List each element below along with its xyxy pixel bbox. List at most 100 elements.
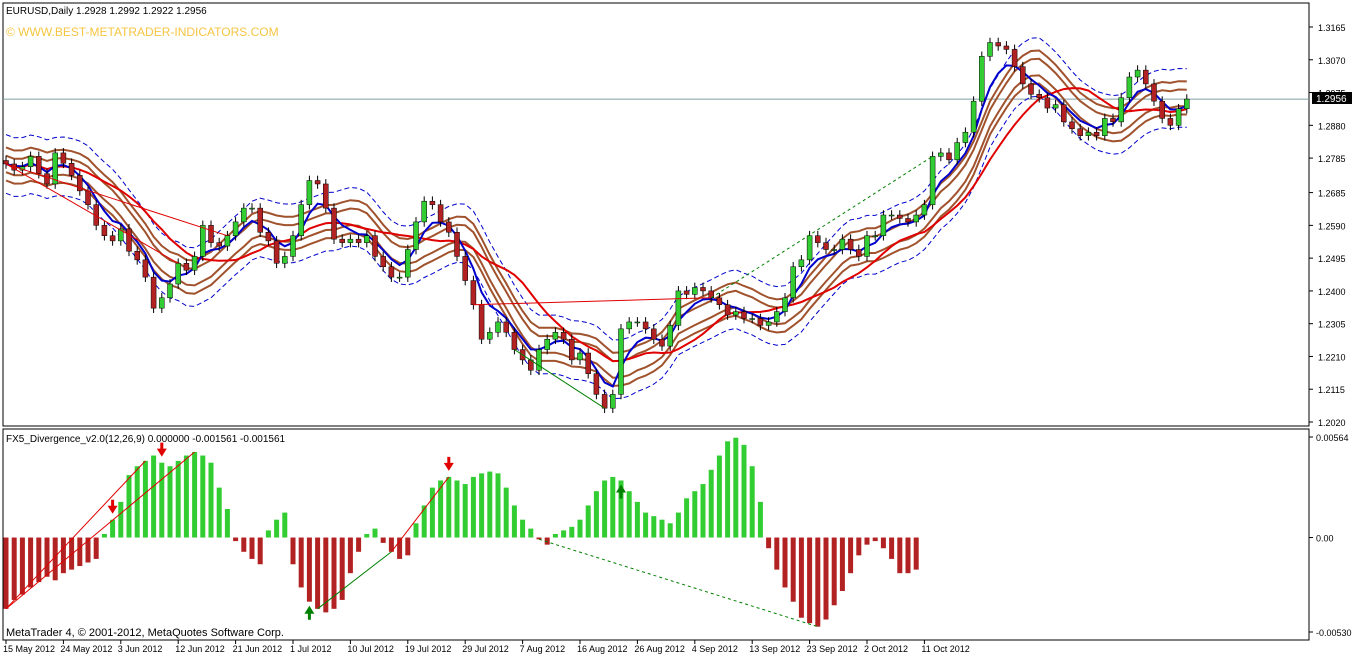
bull-candle	[167, 283, 173, 299]
bear-candle	[700, 287, 706, 292]
date-tick-label: 16 Aug 2012	[577, 644, 628, 654]
date-tick-label: 2 Oct 2012	[864, 644, 908, 654]
price-tick-label: 1.2020	[1318, 418, 1346, 428]
indicator-header: FX5_Divergence_v2.0(12,26,9) 0.000000 -0…	[6, 434, 286, 445]
histogram-bar	[864, 537, 870, 545]
bull-candle	[921, 204, 928, 216]
date-tick-label: 13 Sep 2012	[749, 644, 800, 654]
histogram-bar	[667, 523, 673, 538]
bear-candle	[142, 259, 149, 278]
histogram-bar	[274, 519, 280, 538]
histogram-bar	[282, 512, 288, 538]
indicator-panel	[3, 437, 919, 628]
histogram-bar	[405, 537, 411, 556]
histogram-bar	[807, 537, 813, 624]
date-tick-label: 7 Aug 2012	[520, 644, 566, 654]
bull-candle	[1052, 104, 1059, 109]
bull-candle	[298, 204, 304, 236]
bull-candle	[1134, 69, 1141, 78]
bear-candle	[36, 156, 42, 174]
indicator-divergence-line	[317, 551, 392, 610]
histogram-bar	[36, 537, 42, 583]
bull-candle	[749, 318, 755, 320]
current-price-tag	[1312, 92, 1352, 104]
price-tick-label: 1.2785	[1318, 154, 1346, 164]
bear-candle	[1028, 83, 1034, 95]
watermark-text: © WWW.BEST-METATRADER-INDICATORS.COM	[6, 25, 279, 39]
bull-candle	[421, 200, 427, 223]
bull-candle	[929, 156, 936, 205]
bull-candle	[118, 228, 124, 242]
bull-candle	[979, 56, 985, 102]
bear-candle	[585, 352, 591, 374]
date-tick-label: 24 May 2012	[60, 644, 112, 654]
histogram-bar	[167, 466, 173, 538]
bear-candle	[995, 42, 1001, 47]
histogram-bar	[643, 512, 649, 538]
bear-candle	[109, 235, 116, 242]
indicator-divergence-line	[5, 460, 146, 610]
bear-candle	[85, 190, 91, 205]
current-price-label: 1.2956	[1316, 94, 1347, 105]
bear-candle	[503, 321, 509, 333]
histogram-bar	[880, 537, 886, 549]
histogram-bar	[454, 480, 460, 538]
histogram-bar	[495, 473, 501, 538]
price-divergence-line	[710, 155, 933, 299]
histogram-bar	[241, 537, 247, 552]
date-tick-label: 26 Aug 2012	[634, 644, 685, 654]
bear-candle	[1003, 45, 1010, 50]
bear-candle	[134, 250, 140, 261]
histogram-bar	[618, 480, 624, 538]
bull-candle	[364, 235, 370, 243]
bear-candle	[946, 152, 952, 161]
bull-candle	[544, 338, 550, 350]
date-tick-label: 4 Sep 2012	[692, 644, 738, 654]
bear-candle	[183, 263, 190, 271]
bear-candle	[1093, 131, 1100, 136]
histogram-bar	[897, 537, 903, 574]
price-tick-label: 1.2400	[1318, 287, 1346, 297]
bear-candle	[1167, 118, 1174, 126]
histogram-bar	[290, 537, 296, 565]
bull-candle	[1118, 97, 1124, 123]
band-inner-upper-line	[5, 57, 1187, 363]
histogram-bar	[101, 533, 107, 538]
bear-candle	[642, 321, 649, 330]
histogram-bar	[208, 462, 214, 538]
histogram-bar	[757, 501, 763, 538]
bull-candle	[552, 332, 559, 340]
histogram-bar	[823, 537, 829, 620]
price-tick-label: 1.3070	[1318, 56, 1346, 66]
bull-candle	[667, 325, 673, 347]
bull-candle	[159, 297, 165, 309]
price-tick-label: 1.2685	[1318, 189, 1346, 199]
histogram-bar	[11, 537, 17, 600]
date-tick-label: 1 Jul 2012	[290, 644, 332, 654]
histogram-bar	[265, 530, 271, 538]
bull-candle	[1102, 118, 1108, 136]
bear-candle	[724, 304, 731, 316]
bull-candle	[864, 235, 870, 257]
histogram-bar	[766, 537, 772, 549]
histogram-bar	[364, 533, 370, 538]
histogram-bar	[741, 444, 747, 538]
histogram-bar	[347, 537, 353, 574]
bull-candle	[1126, 76, 1133, 98]
bear-candle	[429, 200, 436, 205]
down-arrow-icon	[443, 456, 454, 471]
bull-candle	[396, 276, 403, 279]
bull-candle	[634, 321, 641, 324]
histogram-bar	[585, 505, 591, 538]
bear-candle	[651, 328, 657, 340]
bull-candle	[52, 152, 58, 185]
histogram-bar	[569, 526, 575, 538]
bull-candle	[610, 394, 616, 409]
bull-candle	[626, 321, 632, 330]
bear-candle	[716, 297, 723, 305]
bull-candle	[839, 238, 846, 250]
bull-candle	[200, 225, 206, 257]
axes-layer: 1.31651.30701.29751.28801.27851.26851.25…	[3, 23, 1352, 654]
